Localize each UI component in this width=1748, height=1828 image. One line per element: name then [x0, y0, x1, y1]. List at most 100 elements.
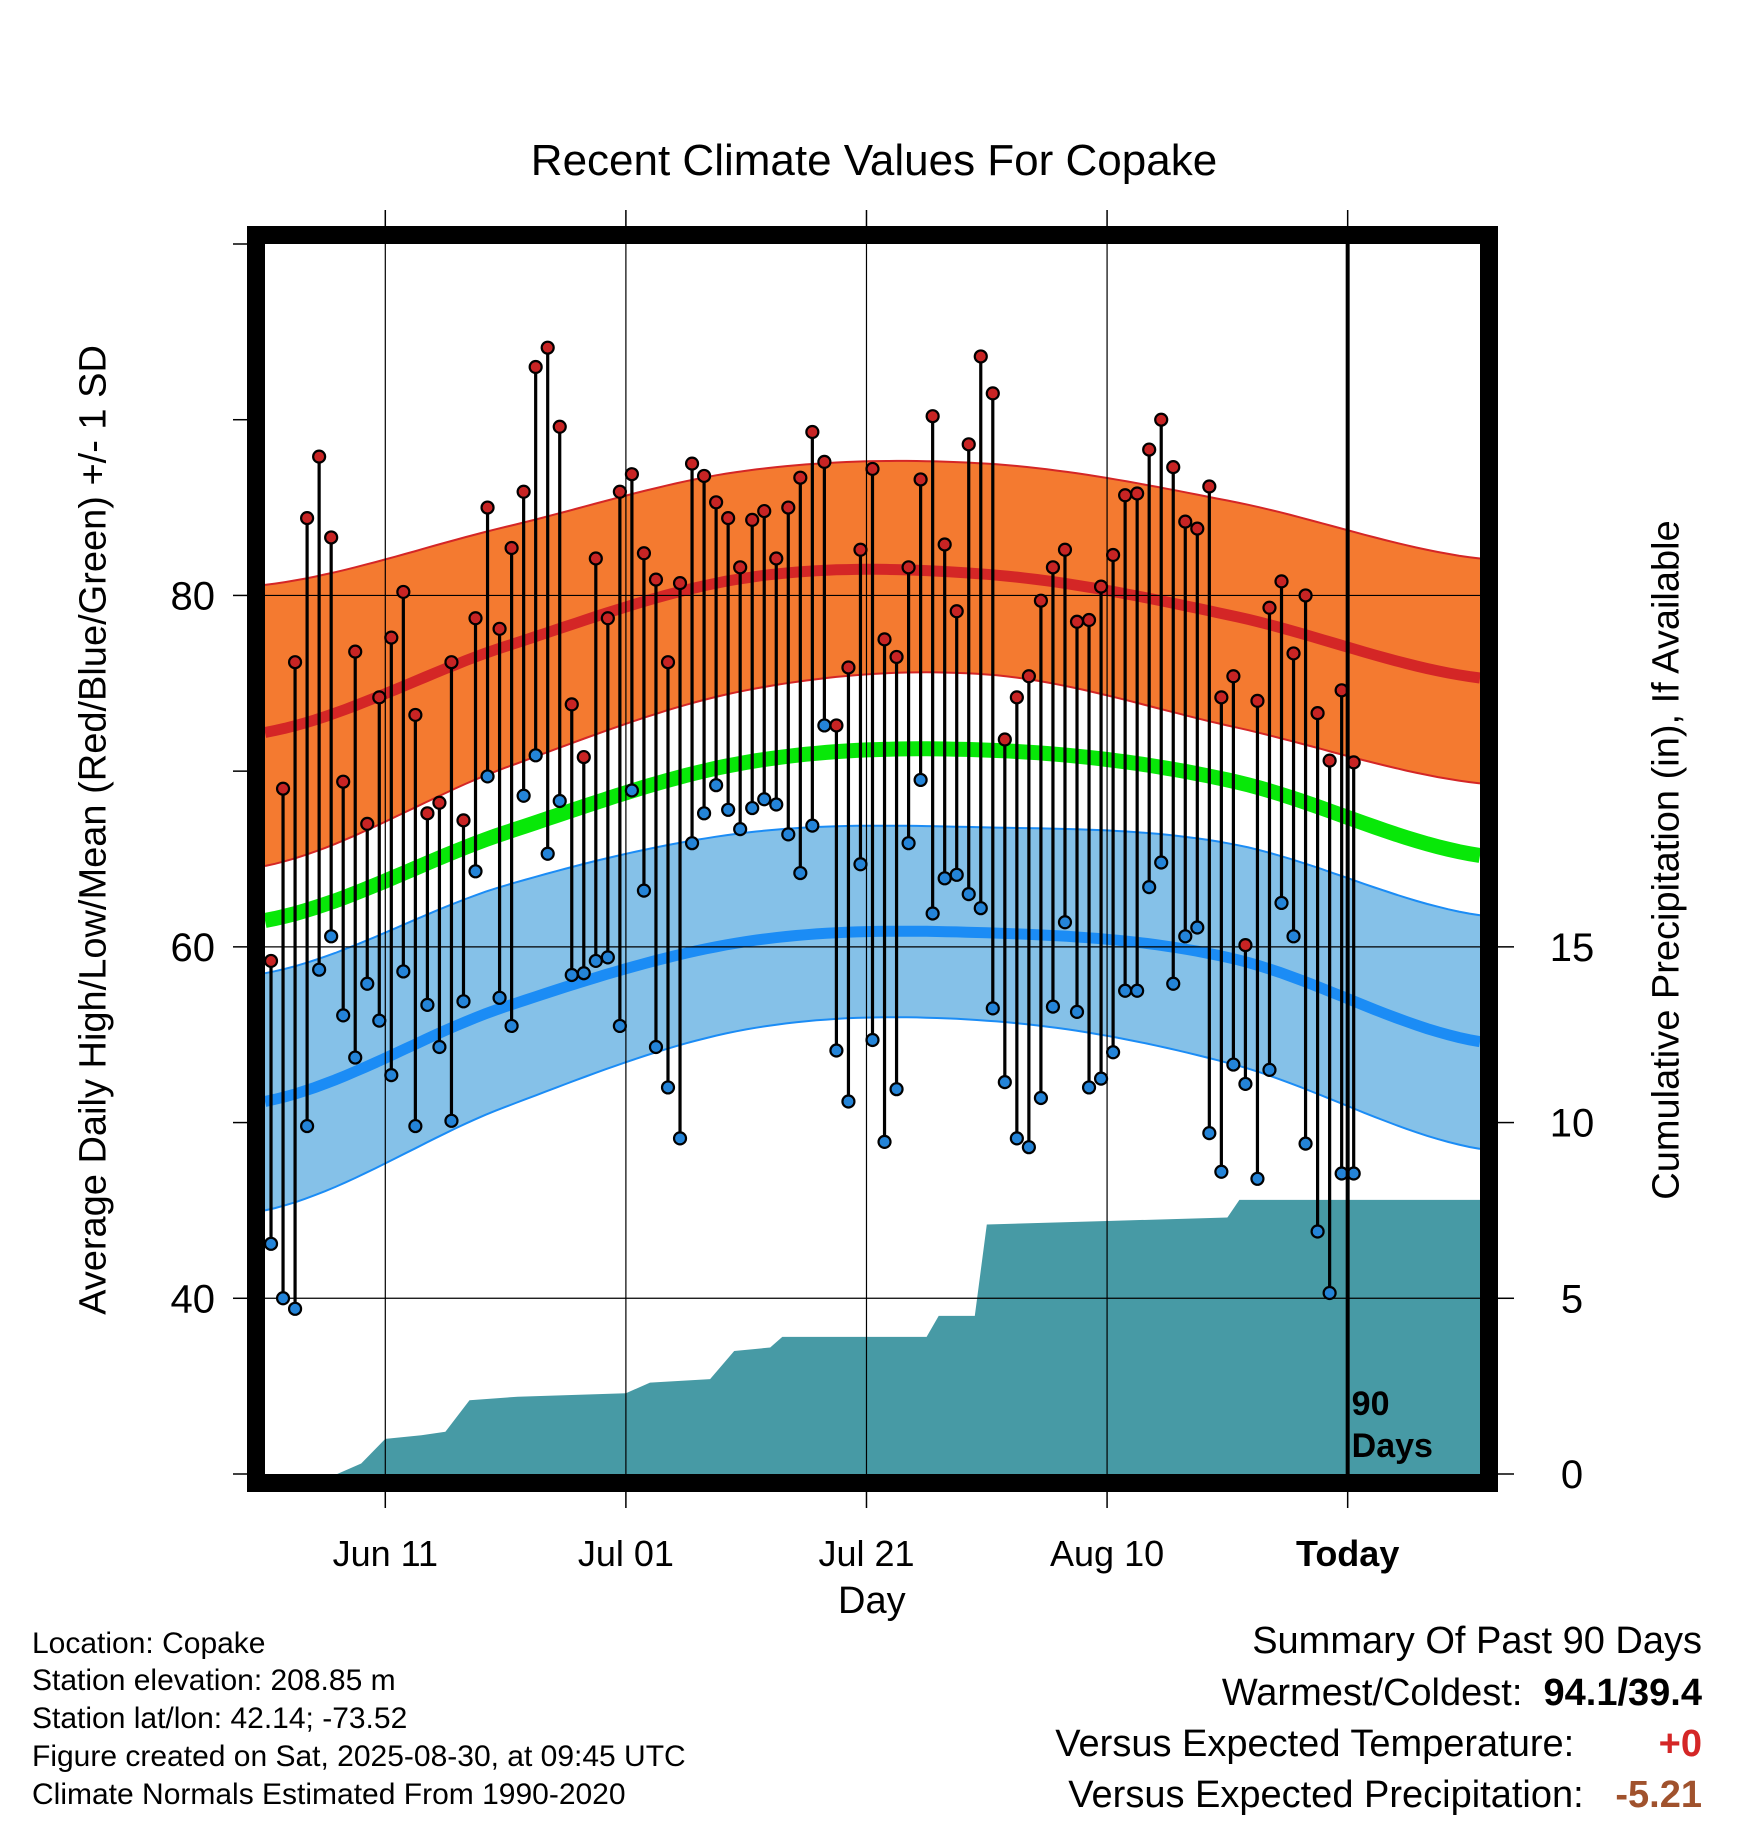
daily-high-point — [1190, 521, 1205, 536]
summary-warmest-label: Warmest/Coldest: — [1221, 1672, 1523, 1714]
daily-low-point — [432, 1039, 447, 1055]
daily-high-point — [1226, 669, 1241, 684]
daily-high-point — [420, 806, 435, 821]
daily-high-point — [901, 560, 916, 575]
daily-low-point — [1214, 1164, 1229, 1179]
daily-high-point — [1214, 690, 1229, 705]
daily-low-point — [793, 865, 808, 881]
daily-high-point — [660, 655, 676, 670]
daily-high-point — [516, 484, 531, 499]
y-tick-label: 80 — [171, 574, 216, 618]
y2-tick-label: 0 — [1561, 1453, 1583, 1497]
daily-high-point — [275, 781, 291, 796]
info-latlon: Station lat/lon: 42.14; -73.52 — [32, 1702, 408, 1735]
info-location: Location: Copake — [32, 1627, 266, 1660]
daily-low-point — [660, 1080, 676, 1095]
daily-high-point — [1105, 547, 1121, 563]
y-tick-label: 60 — [171, 926, 216, 970]
summary-precip-row: Versus Expected Precipitation: -5.21 — [1068, 1774, 1702, 1817]
daily-low-point — [1069, 1004, 1085, 1019]
daily-low-point — [721, 802, 736, 817]
summary-precip-label: Versus Expected Precipitation: — [1068, 1774, 1584, 1816]
daily-low-point — [961, 887, 976, 902]
daily-high-point — [1250, 693, 1265, 708]
daily-low-point — [624, 783, 640, 798]
info-elevation: Station elevation: 208.85 m — [32, 1664, 396, 1697]
daily-high-point — [817, 454, 832, 469]
x-tick-label: Aug 10 — [1050, 1533, 1164, 1574]
daily-high-point — [733, 560, 748, 575]
daily-low-point — [504, 1018, 519, 1034]
y2-axis-label: Cumulative Precipitation (in), If Availa… — [1645, 520, 1688, 1200]
daily-high-point — [769, 551, 784, 566]
daily-low-point — [312, 962, 327, 977]
daily-low-point — [1226, 1057, 1241, 1072]
daily-low-point — [287, 1301, 303, 1316]
y-axis-label: Average Daily High/Low/Mean (Red/Blue/Gr… — [72, 345, 115, 1315]
x-axis-label: Day — [838, 1580, 906, 1622]
daily-low-point — [324, 929, 339, 944]
daily-low-point — [468, 864, 483, 879]
daily-high-point — [1081, 612, 1097, 628]
daily-high-point — [1033, 593, 1049, 608]
plot-frame — [247, 226, 1498, 1492]
daily-high-point — [612, 484, 627, 499]
daily-low-point — [1322, 1285, 1337, 1301]
daily-low-point — [588, 953, 603, 969]
daily-high-point — [552, 419, 567, 434]
daily-high-point — [1310, 706, 1325, 721]
daily-low-point — [1057, 915, 1073, 930]
daily-low-point — [1093, 1071, 1109, 1086]
y2-tick-label: 5 — [1561, 1277, 1583, 1321]
daily-low-point — [408, 1118, 423, 1134]
info-normals: Climate Normals Estimated From 1990-2020 — [32, 1778, 626, 1811]
daily-high-point — [528, 359, 543, 375]
daily-high-point — [1154, 412, 1169, 427]
daily-high-point — [504, 540, 519, 556]
daily-low-point — [648, 1039, 664, 1055]
summary-temp-value: +0 — [1658, 1723, 1702, 1765]
daily-low-point — [684, 836, 700, 851]
daily-low-point — [636, 883, 652, 898]
daily-high-point — [997, 732, 1012, 747]
daily-high-point — [468, 611, 483, 626]
daily-high-point — [432, 795, 447, 810]
daily-low-point — [757, 792, 772, 807]
daily-high-point — [721, 511, 736, 526]
summary-temp-label: Versus Expected Temperature: — [1055, 1723, 1575, 1765]
x-tick-label: Today — [1296, 1533, 1399, 1574]
summary-heading: Summary Of Past 90 Days — [1252, 1620, 1702, 1662]
daily-high-point — [672, 576, 688, 591]
daily-high-point — [1238, 937, 1253, 953]
daily-high-point — [348, 644, 363, 659]
daily-high-point — [360, 816, 375, 831]
daily-high-point — [492, 621, 507, 636]
daily-high-point — [745, 512, 760, 527]
daily-low-point — [709, 778, 724, 793]
daily-low-point — [829, 1043, 844, 1058]
x-tick-label: Jul 01 — [578, 1533, 674, 1574]
daily-low-point — [853, 857, 868, 872]
daily-high-point — [1093, 579, 1109, 594]
daily-low-point — [696, 806, 712, 821]
daily-high-point — [949, 604, 964, 619]
summary-warmest-value: 94.1/39.4 — [1543, 1672, 1702, 1714]
daily-low-point — [672, 1131, 688, 1146]
y2-tick-label: 15 — [1550, 926, 1595, 970]
daily-low-point — [420, 997, 435, 1012]
summary-temp-row: Versus Expected Temperature: +0 — [1055, 1723, 1702, 1766]
daily-low-point — [1166, 976, 1181, 991]
daily-high-point — [384, 630, 399, 645]
daily-low-point — [480, 769, 495, 784]
x-tick-label: Jun 11 — [333, 1533, 438, 1574]
daily-low-point — [817, 718, 832, 733]
daily-low-point — [1118, 983, 1133, 998]
daily-high-point — [1130, 486, 1145, 501]
daily-low-point — [348, 1050, 363, 1065]
daily-low-point — [733, 822, 748, 837]
daily-high-point — [396, 584, 411, 600]
today-days-word: Days — [1352, 1427, 1433, 1465]
daily-high-point — [480, 500, 495, 515]
daily-high-point — [937, 537, 952, 552]
daily-high-point — [1057, 542, 1073, 557]
